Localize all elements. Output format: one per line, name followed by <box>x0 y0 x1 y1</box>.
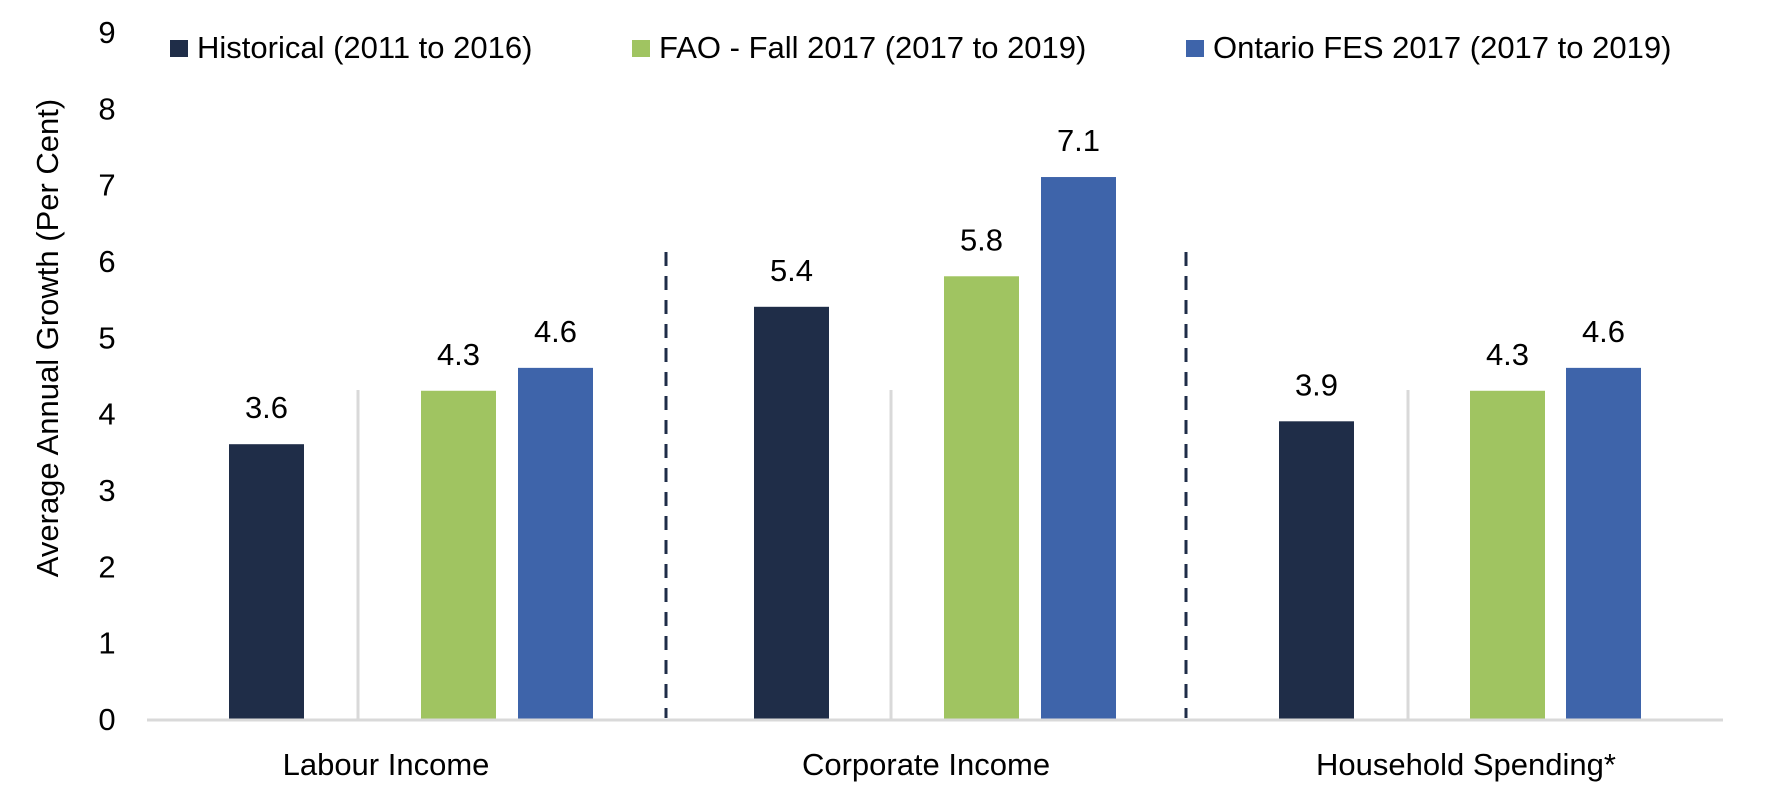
legend-swatch <box>1186 40 1204 57</box>
y-tick-label: 3 <box>98 473 115 508</box>
bars <box>229 177 1641 720</box>
value-labels: 3.6 5.4 3.9 4.3 5.8 4.3 4.6 7.1 4.6 <box>245 123 1625 425</box>
bar <box>229 444 304 719</box>
x-category-label: Labour Income <box>283 747 490 782</box>
y-tick-label: 1 <box>98 626 115 661</box>
y-axis-title: Average Annual Growth (Per Cent) <box>30 99 65 577</box>
legend-label: Historical (2011 to 2016) <box>197 30 532 65</box>
legend-label: Ontario FES 2017 (2017 to 2019) <box>1213 30 1671 65</box>
y-tick-label: 0 <box>98 702 115 737</box>
x-category-label: Corporate Income <box>802 747 1050 782</box>
bar <box>1041 177 1116 720</box>
legend: Historical (2011 to 2016) FAO - Fall 2017… <box>170 30 1671 65</box>
y-tick-label: 7 <box>98 168 115 203</box>
data-label: 4.3 <box>437 337 480 372</box>
data-label: 5.8 <box>960 222 1003 257</box>
y-tick-label: 6 <box>98 244 115 279</box>
bar <box>1566 367 1641 719</box>
bar <box>518 367 593 719</box>
data-label: 4.6 <box>534 314 577 349</box>
y-tick-label: 9 <box>98 15 115 50</box>
legend-label: FAO - Fall 2017 (2017 to 2019) <box>659 30 1086 65</box>
bar <box>754 306 829 719</box>
x-category-label: Household Spending* <box>1316 747 1616 782</box>
data-label: 3.9 <box>1295 367 1338 402</box>
bar <box>1279 421 1354 719</box>
separators <box>356 252 1410 719</box>
y-axis-title-group: Average Annual Growth (Per Cent) <box>30 99 65 577</box>
legend-swatch <box>170 40 188 57</box>
y-tick-label: 5 <box>98 320 115 355</box>
data-label: 4.3 <box>1486 337 1529 372</box>
y-axis-ticks: 0 1 2 3 4 5 6 7 8 9 <box>98 15 115 737</box>
data-label: 5.4 <box>770 253 813 288</box>
y-tick-label: 8 <box>98 91 115 126</box>
y-tick-label: 2 <box>98 549 115 584</box>
y-tick-label: 4 <box>98 397 115 432</box>
bar <box>944 276 1019 719</box>
data-label: 7.1 <box>1057 123 1100 158</box>
legend-swatch <box>632 40 650 57</box>
data-label: 3.6 <box>245 390 288 425</box>
bar <box>421 390 496 719</box>
category-labels: Labour Income Corporate Income Household S… <box>283 747 1616 782</box>
bar <box>1470 390 1545 719</box>
data-label: 4.6 <box>1582 314 1625 349</box>
